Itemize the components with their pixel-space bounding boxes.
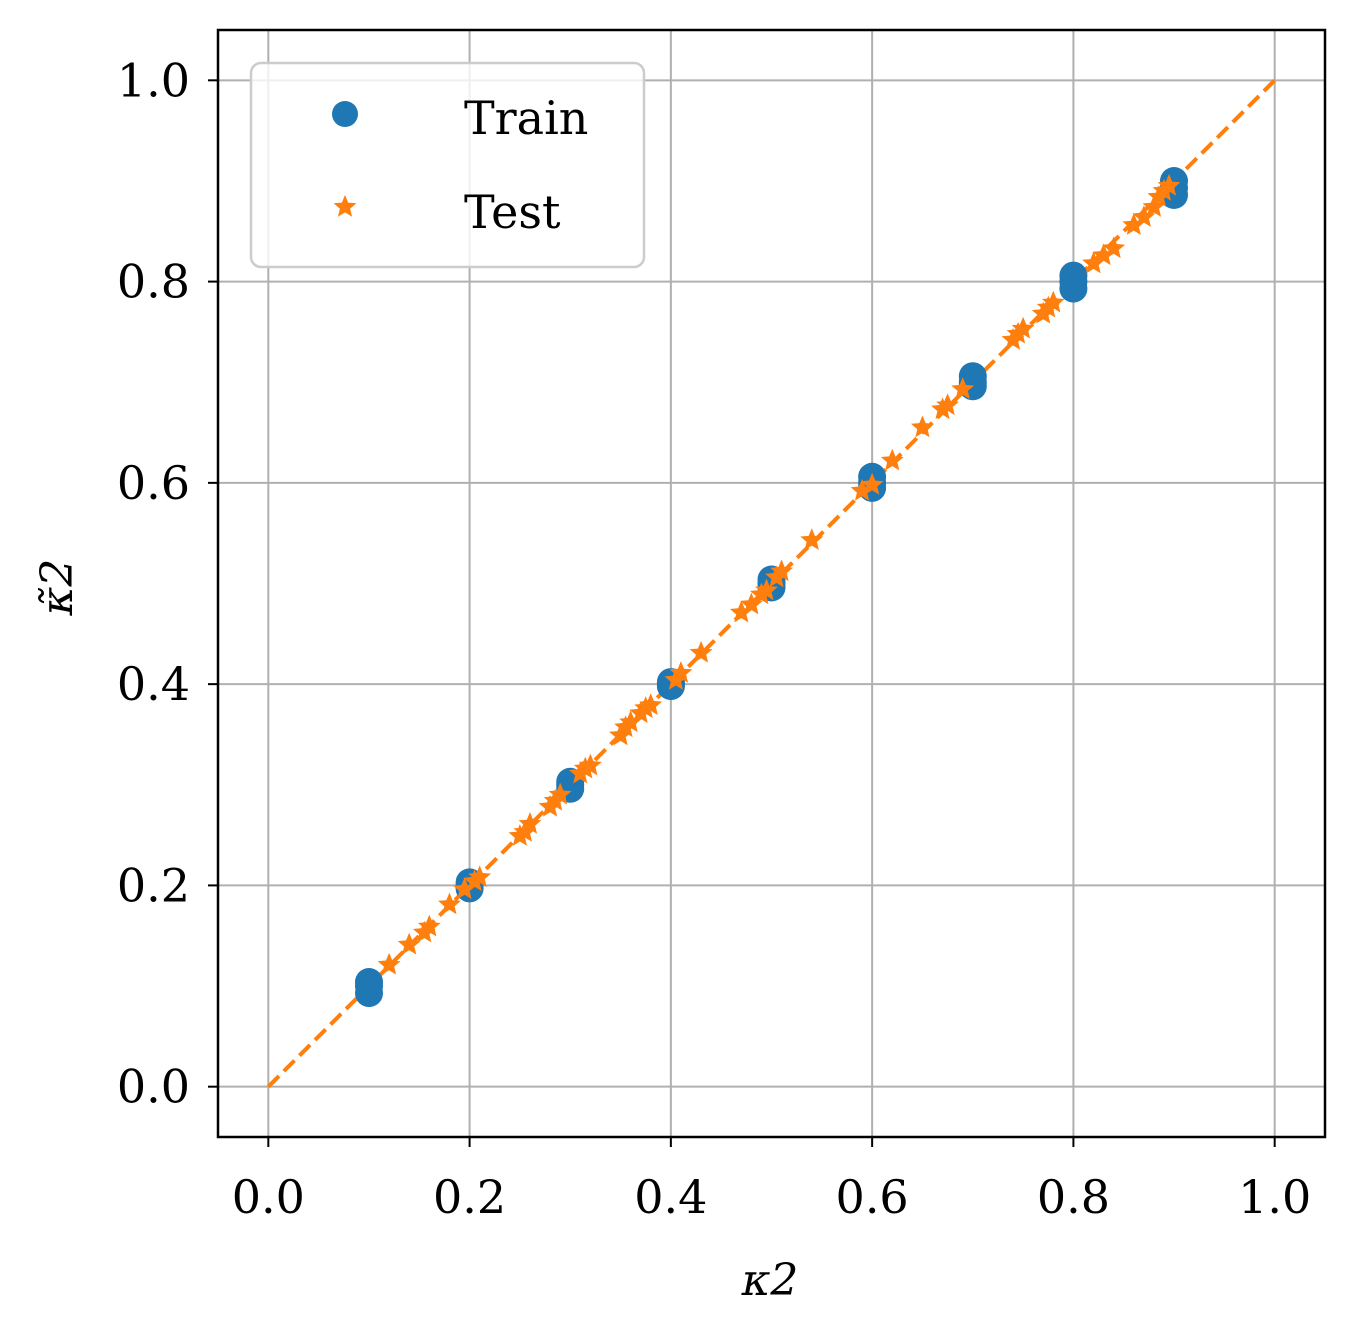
train-point: [1059, 261, 1088, 290]
train-point: [355, 968, 383, 996]
x-tick-label: 1.0: [1238, 1170, 1311, 1224]
test-point: [397, 932, 421, 955]
test-point: [1092, 243, 1115, 266]
y-tick-label: 0.4: [117, 657, 190, 711]
x-axis-label: κ2: [741, 1255, 799, 1306]
test-point: [669, 661, 693, 683]
train-point: [958, 362, 987, 391]
x-tick-label: 0.0: [232, 1170, 305, 1224]
y-axis-ticks: 0.0 0.2 0.4 0.6 0.8 1.0: [117, 53, 218, 1114]
test-point: [689, 640, 713, 663]
test-point: [619, 710, 642, 733]
test-point: [860, 472, 884, 495]
test-point: [468, 865, 492, 888]
test-point: [1132, 205, 1156, 227]
test-point: [729, 600, 753, 623]
test-point: [850, 478, 874, 501]
test-point: [1142, 195, 1166, 217]
test-point: [1122, 213, 1146, 235]
test-point: [740, 592, 763, 615]
test-point: [417, 914, 441, 937]
test-point: [438, 892, 461, 915]
x-tick-label: 0.4: [634, 1170, 707, 1224]
test-point: [951, 377, 975, 399]
data-points: [355, 167, 1188, 1008]
y-tick-label: 0.8: [117, 255, 190, 309]
legend-train-label: Train: [464, 91, 588, 145]
test-point: [755, 578, 778, 601]
legend-train-marker: [332, 101, 358, 127]
legend-test-label: Test: [464, 185, 561, 239]
test-point: [1082, 251, 1105, 274]
x-axis-ticks: 0.0 0.2 0.4 0.6 0.8 1.0: [232, 1137, 1311, 1224]
x-tick-label: 0.8: [1037, 1170, 1110, 1224]
test-point: [377, 952, 401, 975]
test-point: [548, 782, 572, 805]
x-tick-label: 0.2: [433, 1170, 506, 1224]
test-point: [880, 448, 904, 471]
test-point: [936, 393, 959, 416]
y-tick-label: 0.2: [117, 858, 190, 912]
test-point: [800, 528, 824, 550]
test-point: [453, 877, 476, 900]
x-tick-label: 0.6: [836, 1170, 909, 1224]
test-point: [770, 559, 793, 582]
test-point: [578, 753, 602, 776]
y-axis-label: κ̃2: [32, 559, 83, 617]
y-tick-label: 1.0: [117, 53, 190, 107]
y-tick-label: 0.6: [117, 456, 190, 510]
test-point: [1011, 316, 1035, 339]
test-point: [518, 812, 542, 834]
test-point: [1157, 174, 1181, 196]
test-point: [1102, 236, 1126, 259]
test-point: [1041, 290, 1065, 313]
legend-test-marker: [333, 195, 357, 217]
plot-frame: [216, 28, 1327, 1139]
y-tick-label: 0.0: [117, 1060, 190, 1114]
test-point: [911, 415, 934, 438]
test-point: [639, 693, 663, 715]
legend: Train Test: [249, 61, 646, 269]
